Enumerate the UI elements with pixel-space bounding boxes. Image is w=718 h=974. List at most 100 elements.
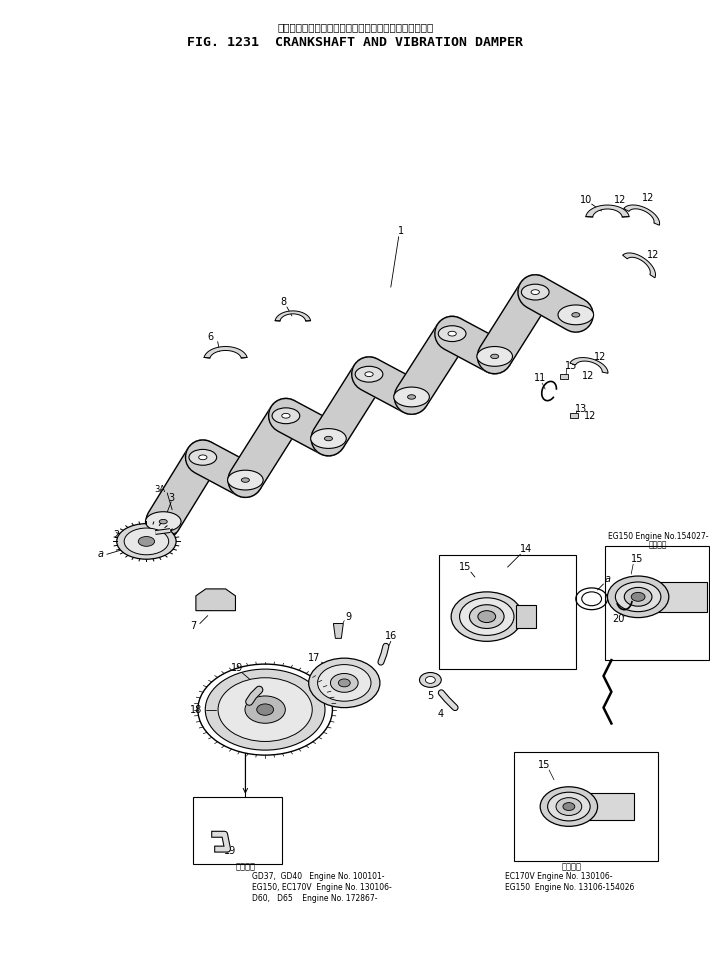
Ellipse shape: [245, 696, 285, 724]
Ellipse shape: [448, 331, 457, 336]
Text: 6: 6: [208, 331, 214, 342]
Ellipse shape: [257, 704, 274, 715]
Ellipse shape: [272, 408, 300, 424]
Text: EG150, EC170V  Engine No. 130106-: EG150, EC170V Engine No. 130106-: [252, 883, 392, 892]
Ellipse shape: [330, 673, 358, 693]
Text: 5: 5: [427, 691, 434, 700]
Ellipse shape: [338, 679, 350, 687]
Text: EC170V Engine No. 130106-: EC170V Engine No. 130106-: [505, 873, 612, 881]
Bar: [570, 413, 578, 418]
Text: 12: 12: [595, 353, 607, 362]
Ellipse shape: [241, 478, 249, 482]
Text: 19: 19: [225, 846, 237, 856]
Ellipse shape: [477, 347, 513, 366]
Text: 19: 19: [231, 663, 243, 673]
Text: 20: 20: [612, 614, 625, 623]
Ellipse shape: [355, 366, 383, 382]
Ellipse shape: [146, 511, 181, 532]
Text: 18: 18: [190, 704, 202, 715]
Ellipse shape: [218, 678, 312, 741]
Ellipse shape: [460, 598, 514, 635]
Ellipse shape: [189, 449, 217, 466]
Text: 13: 13: [565, 361, 577, 371]
Ellipse shape: [624, 587, 652, 606]
Bar: [439, 555, 576, 669]
Ellipse shape: [205, 669, 325, 750]
Ellipse shape: [521, 284, 549, 300]
Polygon shape: [333, 623, 343, 638]
Ellipse shape: [139, 537, 154, 546]
Ellipse shape: [309, 658, 380, 708]
Text: 17: 17: [309, 654, 321, 663]
Ellipse shape: [470, 605, 504, 628]
Ellipse shape: [572, 313, 580, 318]
Ellipse shape: [198, 664, 332, 755]
Text: 4: 4: [437, 708, 443, 719]
Ellipse shape: [199, 455, 207, 460]
Text: 16: 16: [385, 631, 397, 642]
Ellipse shape: [124, 528, 169, 555]
Text: D60,   D65    Engine No. 172867-: D60, D65 Engine No. 172867-: [252, 894, 378, 903]
Text: 7: 7: [190, 621, 196, 631]
Ellipse shape: [607, 576, 668, 618]
Ellipse shape: [281, 413, 290, 418]
Polygon shape: [204, 347, 247, 358]
Text: 1: 1: [398, 226, 404, 236]
Text: 15: 15: [459, 562, 471, 572]
Ellipse shape: [478, 611, 495, 622]
Ellipse shape: [490, 355, 499, 358]
Polygon shape: [586, 206, 629, 217]
Ellipse shape: [558, 305, 594, 324]
Text: EG150 Engine No.154027-: EG150 Engine No.154027-: [607, 532, 708, 541]
Text: 9: 9: [345, 612, 351, 621]
Bar: [605, 546, 709, 660]
Ellipse shape: [540, 787, 597, 826]
Text: 3: 3: [168, 493, 174, 503]
Bar: [193, 797, 282, 864]
Ellipse shape: [631, 592, 645, 601]
Text: 12: 12: [584, 411, 596, 421]
Text: 10: 10: [579, 195, 592, 206]
Text: GD37,  GD40   Engine No. 100101-: GD37, GD40 Engine No. 100101-: [252, 873, 385, 881]
Text: 適用車種: 適用車種: [236, 862, 256, 872]
Bar: [560, 374, 568, 379]
Ellipse shape: [419, 672, 442, 688]
Text: 適用車種: 適用車種: [648, 540, 667, 549]
Ellipse shape: [365, 372, 373, 377]
Ellipse shape: [563, 803, 575, 810]
Ellipse shape: [408, 394, 416, 399]
Ellipse shape: [117, 524, 176, 559]
Text: a: a: [605, 574, 610, 584]
Ellipse shape: [393, 387, 429, 407]
Polygon shape: [623, 253, 656, 278]
Bar: [658, 582, 707, 612]
Ellipse shape: [451, 592, 523, 641]
Ellipse shape: [426, 677, 435, 684]
Ellipse shape: [556, 798, 582, 815]
Polygon shape: [196, 589, 236, 611]
Text: EG150  Engine No. 13106-154026: EG150 Engine No. 13106-154026: [505, 883, 634, 892]
Polygon shape: [624, 205, 660, 225]
Text: 14: 14: [521, 544, 533, 554]
Text: 12: 12: [582, 371, 594, 381]
Ellipse shape: [615, 582, 661, 612]
Text: 2: 2: [113, 531, 120, 541]
Ellipse shape: [159, 519, 167, 524]
Ellipse shape: [325, 436, 332, 441]
Text: 8: 8: [280, 297, 286, 307]
Polygon shape: [570, 357, 608, 373]
Ellipse shape: [531, 289, 539, 294]
Text: 3A: 3A: [154, 485, 166, 495]
Text: 適用車種: 適用車種: [562, 862, 582, 872]
Ellipse shape: [548, 792, 590, 821]
Text: 15: 15: [631, 554, 643, 564]
Ellipse shape: [311, 429, 346, 448]
Ellipse shape: [317, 664, 371, 701]
Text: 12: 12: [647, 250, 659, 260]
Text: クランクシャフト　および　バイブレーション　ダンパ: クランクシャフト および バイブレーション ダンパ: [277, 22, 433, 32]
Bar: [516, 605, 536, 628]
Text: 12: 12: [614, 195, 627, 206]
Text: 13: 13: [574, 404, 587, 414]
Text: 11: 11: [534, 373, 546, 383]
Ellipse shape: [438, 325, 466, 342]
